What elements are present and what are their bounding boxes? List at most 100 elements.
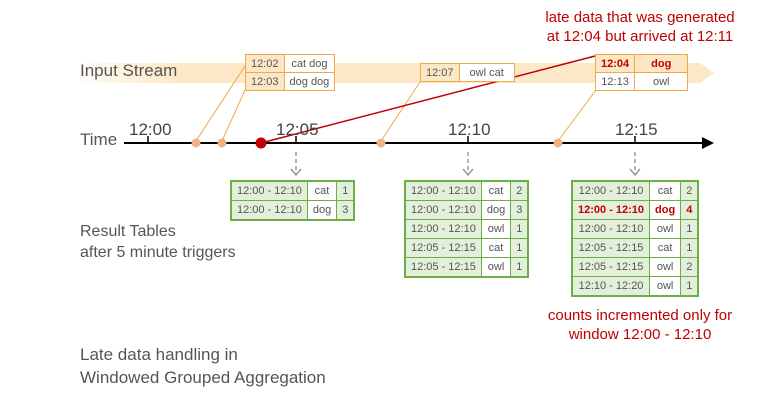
result-row: 12:05 - 12:15 cat 1 [571,238,699,258]
event-time: 12:03 [245,72,285,91]
count-cell: 1 [510,257,529,278]
window-cell: 12:00 - 12:10 [230,200,308,221]
word-cell: dog [649,200,682,220]
window-cell: 12:05 - 12:15 [404,257,482,278]
late-data-annotation: late data that was generated at 12:04 bu… [520,8,760,46]
event-dot-1203 [217,138,227,148]
input-event-row: 12:03 dog dog [245,72,336,91]
word-cell: dog [480,200,512,220]
result-tables-label: Result Tables [80,223,176,240]
result-row: 12:00 - 12:10 cat 2 [404,180,529,201]
counts-annotation: counts incremented only for window 12:00… [520,306,760,344]
result-row: 12:05 - 12:15 cat 1 [404,238,529,258]
word-cell: cat [649,180,682,201]
event-dot-late-1204 [255,137,267,149]
time-axis-arrowhead [702,137,714,149]
word-cell: cat [306,180,338,201]
count-cell: 4 [680,200,699,220]
result-row: 12:10 - 12:20 owl 1 [571,276,699,297]
count-cell: 2 [680,257,699,277]
connector-event-1202 [195,65,246,142]
event-time: 12:07 [420,63,460,82]
result-row: 12:05 - 12:15 owl 1 [404,257,529,278]
result-row: 12:00 - 12:10 owl 1 [571,219,699,239]
word-cell: cat [480,180,512,201]
count-cell: 1 [680,219,699,239]
event-time: 12:13 [594,72,636,91]
word-cell: owl [480,257,512,278]
time-label: Time [80,130,118,149]
input-stream-label: Input Stream [80,61,178,80]
word-cell: owl [649,219,682,239]
input-event-row: 12:07 owl cat [420,63,515,82]
late-data-annotation-line-1: late data that was generated [545,9,735,26]
late-data-annotation-line-2: at 12:04 but arrived at 12:11 [546,28,734,45]
result-row: 12:00 - 12:10 owl 1 [404,219,529,239]
window-cell: 12:05 - 12:15 [571,257,651,277]
input-event-box: 12:02 cat dog 12:03 dog dog [245,54,336,91]
trigger-arrow-1205 [290,152,302,177]
result-row: 12:00 - 12:10 dog 3 [230,200,355,221]
word-cell: cat [649,238,682,258]
input-event-row-late: 12:04 dog [594,54,689,73]
result-row: 12:00 - 12:10 dog 3 [404,200,529,220]
window-cell: 12:00 - 12:10 [230,180,308,201]
input-event-row: 12:13 owl [594,72,689,91]
word-cell: owl [480,219,512,239]
connector-event-1213 [557,89,597,142]
result-table-1210: 12:00 - 12:10 cat 2 12:00 - 12:10 dog 3 … [404,180,530,278]
window-cell: 12:00 - 12:10 [404,200,482,220]
count-cell: 2 [510,180,529,201]
trigger-arrow-1215 [629,152,641,177]
event-words: owl [634,72,689,91]
connector-event-1203 [221,89,246,142]
event-time: 12:04 [594,54,636,73]
caption-line-2: Windowed Grouped Aggregation [80,368,326,387]
result-table-1215: 12:00 - 12:10 cat 2 12:00 - 12:10 dog 4 … [571,180,700,297]
tick-label-1210: 12:10 [448,120,491,139]
event-words: cat dog [283,54,336,73]
window-cell: 12:00 - 12:10 [404,219,482,239]
event-dot-1202 [191,138,201,148]
event-words: owl cat [458,63,515,82]
window-cell: 12:05 - 12:15 [571,238,651,258]
event-time: 12:02 [245,54,285,73]
input-event-row: 12:02 cat dog [245,54,336,73]
trigger-arrow-1210 [462,152,474,177]
result-table-1205: 12:00 - 12:10 cat 1 12:00 - 12:10 dog 3 [230,180,356,221]
event-words: dog dog [283,72,336,91]
window-cell: 12:05 - 12:15 [404,238,482,258]
counts-annotation-line-2: window 12:00 - 12:10 [568,326,712,343]
event-words: dog [634,54,689,73]
window-cell: 12:10 - 12:20 [571,276,651,297]
event-dot-1213 [553,138,563,148]
result-row: 12:00 - 12:10 cat 2 [571,180,699,201]
window-cell: 12:00 - 12:10 [404,180,482,201]
window-cell: 12:00 - 12:10 [571,219,651,239]
late-data-line [260,55,596,144]
result-row: 12:00 - 12:10 cat 1 [230,180,355,201]
counts-annotation-line-1: counts incremented only for [547,307,733,324]
input-event-box: 12:04 dog 12:13 owl [594,54,689,91]
count-cell: 1 [680,238,699,258]
input-stream-band [80,63,714,83]
count-cell: 1 [510,219,529,239]
word-cell: cat [480,238,512,258]
word-cell: dog [306,200,338,221]
tick-label-1215: 12:15 [615,120,658,139]
result-tables-sublabel: after 5 minute triggers [80,244,236,261]
count-cell: 2 [680,180,699,201]
count-cell: 1 [680,276,699,297]
tick-label-1200: 12:00 [129,120,172,139]
connector-event-1207 [380,81,421,142]
count-cell: 3 [510,200,529,220]
input-event-box: 12:07 owl cat [420,63,515,82]
result-row: 12:05 - 12:15 owl 2 [571,257,699,277]
caption-line-1: Late data handling in [80,345,238,364]
count-cell: 1 [510,238,529,258]
window-cell: 12:00 - 12:10 [571,200,651,220]
event-dot-1207 [376,138,386,148]
result-row-updated: 12:00 - 12:10 dog 4 [571,200,699,220]
